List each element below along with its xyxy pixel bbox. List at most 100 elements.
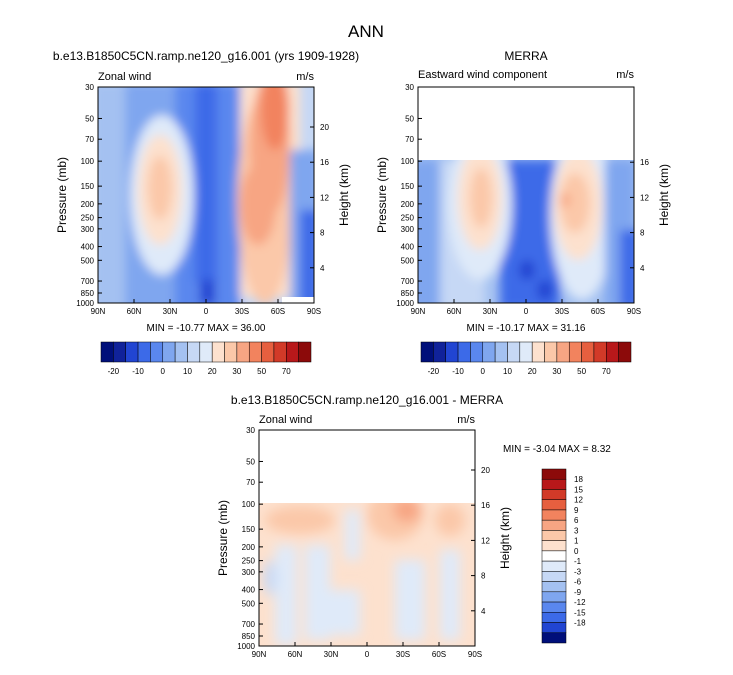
- x-tick-label: 60N: [127, 307, 142, 316]
- y-tick-label: 150: [401, 182, 415, 191]
- panel-merra-left-label: Eastward wind component: [418, 69, 547, 81]
- colorbar-swatch: [541, 530, 567, 541]
- y-tick-label: 250: [401, 214, 415, 223]
- colorbar-label: 30: [552, 367, 561, 376]
- panel-model-title: b.e13.B1850C5CN.ramp.ne120_g16.001 (yrs …: [53, 49, 359, 63]
- height-tick-label: 16: [320, 158, 329, 167]
- height-tick-label: 12: [320, 193, 329, 202]
- x-tick-label: 0: [524, 307, 529, 316]
- colorbar-swatch: [541, 478, 567, 490]
- colorbar-swatch: [150, 341, 164, 363]
- colorbar-swatch: [187, 341, 201, 363]
- x-tick-label: 30N: [324, 650, 339, 659]
- y-tick-label: 100: [401, 157, 415, 166]
- y-tick-label: 850: [242, 632, 256, 641]
- y-tick-label: 700: [81, 277, 95, 286]
- colorbar-swatch: [248, 341, 262, 363]
- colorbar-label: -10: [452, 367, 464, 376]
- colorbar-swatch: [541, 499, 567, 511]
- colorbar-label: 0: [574, 547, 579, 556]
- colorbar-swatch: [531, 341, 545, 363]
- colorbar-label: 10: [503, 367, 512, 376]
- x-tick-label: 90N: [411, 307, 426, 316]
- colorbar-swatch: [420, 341, 434, 363]
- y-tick-label: 700: [242, 620, 256, 629]
- y-tick-label: 70: [405, 135, 414, 144]
- colorbar-label: -1: [574, 557, 582, 566]
- x-tick-label: 90S: [627, 307, 641, 316]
- colorbar-swatch: [541, 540, 567, 552]
- y-tick-label: 400: [242, 586, 256, 595]
- y-tick-label: 1000: [76, 299, 94, 308]
- x-tick-label: 30N: [163, 307, 178, 316]
- panel-model-stats: MIN = -10.77 MAX = 36.00: [147, 323, 266, 334]
- y-axis-title: Pressure (mb): [216, 500, 230, 576]
- panel-merra-title: MERRA: [504, 49, 547, 63]
- colorbar-swatch: [137, 341, 151, 363]
- y-tick-label: 500: [81, 256, 95, 265]
- colorbar-swatch: [606, 341, 619, 363]
- colorbar-label: 3: [574, 526, 579, 535]
- y-axis-title: Pressure (mb): [55, 157, 69, 233]
- colorbar-swatch: [519, 341, 533, 363]
- x-tick-label: 60S: [432, 650, 446, 659]
- colorbar-swatch: [507, 341, 521, 363]
- x-tick-label: 60N: [288, 650, 303, 659]
- panel-difference: b.e13.B1850C5CN.ramp.ne120_g16.001 - MER…: [216, 393, 611, 659]
- colorbar-swatch: [593, 341, 607, 363]
- panel-model: b.e13.B1850C5CN.ramp.ne120_g16.001 (yrs …: [53, 49, 359, 376]
- colorbar-swatch: [457, 341, 471, 363]
- y-tick-label: 30: [246, 426, 255, 435]
- panel-difference-stats: MIN = -3.04 MAX = 8.32: [503, 444, 611, 455]
- colorbar-label: 0: [161, 367, 166, 376]
- colorbar-label: 50: [577, 367, 586, 376]
- colorbar-swatch: [541, 571, 567, 582]
- colorbar-swatch: [470, 341, 484, 363]
- height-tick-label: 12: [481, 536, 490, 545]
- y-tick-label: 300: [242, 568, 256, 577]
- height-tick-label: 4: [640, 264, 645, 273]
- y-tick-label: 200: [401, 200, 415, 209]
- y-tick-label: 100: [242, 500, 256, 509]
- y-tick-label: 850: [401, 289, 415, 298]
- y-tick-label: 700: [401, 277, 415, 286]
- height-tick-label: 12: [640, 193, 649, 202]
- y-axis-title: Pressure (mb): [375, 157, 389, 233]
- panel-model-colorbar: -20 -10 0 10 20 30 50 70: [100, 341, 312, 376]
- colorbar-label: 20: [528, 367, 537, 376]
- colorbar-label: 20: [208, 367, 217, 376]
- colorbar-swatch: [100, 341, 114, 363]
- panel-merra-stats: MIN = -10.17 MAX = 31.16: [467, 323, 586, 334]
- height-tick-label: 20: [320, 123, 329, 132]
- x-tick-label: 30N: [483, 307, 498, 316]
- y-tick-label: 500: [401, 256, 415, 265]
- panel-model-units: m/s: [296, 71, 314, 83]
- y-tick-label: 70: [85, 135, 94, 144]
- colorbar-swatch: [544, 341, 558, 363]
- colorbar-label: -18: [574, 619, 586, 628]
- colorbar-swatch: [541, 632, 567, 644]
- x-tick-label: 0: [365, 650, 370, 659]
- colorbar-swatch: [482, 341, 496, 363]
- colorbar-swatch: [273, 341, 287, 363]
- y-tick-label: 400: [401, 243, 415, 252]
- colorbar-swatch: [113, 341, 126, 363]
- panel-merra-field: [418, 87, 634, 303]
- colorbar-label: 50: [257, 367, 266, 376]
- height-tick-label: 8: [640, 229, 645, 238]
- height-tick-label: 16: [481, 501, 490, 510]
- height-tick-label: 4: [481, 607, 486, 616]
- colorbar-label: 12: [574, 496, 583, 505]
- colorbar-label: -6: [574, 578, 582, 587]
- colorbar-swatch: [298, 341, 312, 363]
- colorbar-label: 18: [574, 475, 583, 484]
- colorbar-label: 15: [574, 485, 583, 494]
- colorbar-label: -3: [574, 567, 582, 576]
- colorbar-swatch: [541, 468, 567, 480]
- colorbar-swatch: [286, 341, 299, 363]
- panel-model-field: [98, 87, 314, 303]
- panel-difference-title: b.e13.B1850C5CN.ramp.ne120_g16.001 - MER…: [231, 393, 503, 407]
- colorbar-label: 10: [183, 367, 192, 376]
- height-tick-label: 4: [320, 264, 325, 273]
